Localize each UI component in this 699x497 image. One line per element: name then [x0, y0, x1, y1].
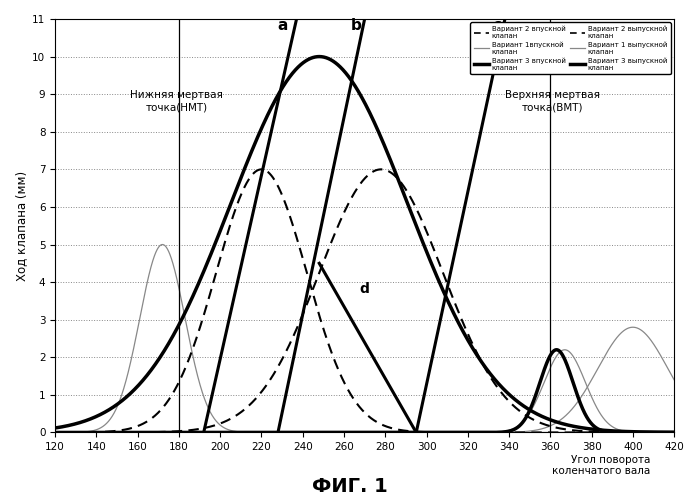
Text: b: b: [351, 18, 362, 33]
Text: c: c: [492, 18, 501, 33]
Text: Угол поворота
коленчатого вала: Угол поворота коленчатого вала: [552, 455, 650, 476]
Text: a: a: [277, 18, 287, 33]
Text: ФИГ. 1: ФИГ. 1: [312, 477, 387, 496]
Text: Верхняя мертвая
точка(ВМТ): Верхняя мертвая точка(ВМТ): [505, 90, 600, 112]
Y-axis label: Ход клапана (мм): Ход клапана (мм): [15, 170, 28, 281]
Text: d: d: [360, 282, 370, 296]
Text: Нижняя мертвая
точка(НМТ): Нижняя мертвая точка(НМТ): [131, 90, 223, 112]
Legend: Вариант 2 впускной
клапан, Вариант 1впускной
клапан, Вариант 3 впускной
клапан, : Вариант 2 впускной клапан, Вариант 1впус…: [470, 22, 670, 74]
